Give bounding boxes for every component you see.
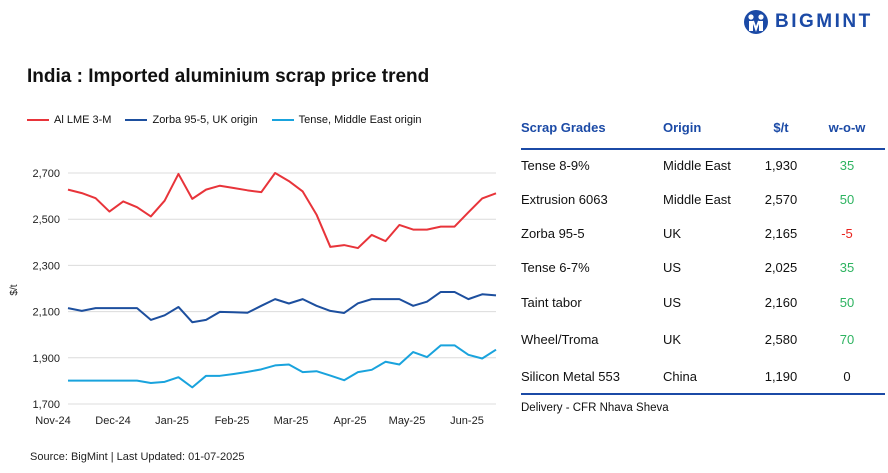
- header-wow: w-o-w: [828, 120, 866, 135]
- x-tick-label: May-25: [389, 415, 426, 427]
- y-tick-label: 1,700: [32, 399, 60, 411]
- y-tick-label: 2,100: [32, 307, 60, 319]
- legend-swatch: [271, 119, 294, 121]
- wow-cell: -5: [841, 226, 853, 241]
- grade-cell: Zorba 95-5: [521, 226, 585, 241]
- line-chart: 1,700 1,900 2,100 2,300 2,500 2,700 $/t Nov-24 D…: [9, 168, 497, 427]
- legend-label: Zorba 95-5, UK origin: [152, 114, 258, 126]
- bigmint-logo: BIGMINT: [743, 9, 873, 35]
- price-cell: 2,570: [764, 192, 798, 207]
- x-tick-label: Dec-24: [95, 415, 130, 427]
- legend-item: Zorba 95-5, UK origin: [125, 114, 258, 126]
- table-row: Tense 8-9% Middle East 1,930 35: [521, 158, 885, 178]
- x-tick-label: Mar-25: [274, 415, 309, 427]
- header-price: $/t: [773, 120, 789, 135]
- y-tick-label: 1,900: [32, 353, 60, 365]
- origin-cell: Middle East: [663, 192, 731, 207]
- y-tick-label: 2,500: [32, 214, 60, 226]
- legend-swatch: [27, 119, 49, 121]
- grade-cell: Tense 8-9%: [521, 158, 590, 173]
- table-header: Scrap Grades Origin $/t w-o-w: [521, 120, 885, 140]
- grade-cell: Tense 6-7%: [521, 260, 590, 275]
- x-tick-label: Apr-25: [333, 415, 366, 427]
- y-tick-label: 2,300: [32, 260, 60, 272]
- page-title: India : Imported aluminium scrap price t…: [27, 66, 430, 87]
- header-grade: Scrap Grades: [521, 120, 606, 135]
- table-row: Wheel/Troma UK 2,580 70: [521, 332, 885, 352]
- price-cell: 2,025: [764, 260, 798, 275]
- grade-cell: Wheel/Troma: [521, 332, 599, 347]
- x-tick-label: Feb-25: [215, 415, 250, 427]
- brand-name: BIGMINT: [775, 11, 873, 32]
- origin-cell: US: [663, 260, 682, 275]
- wow-cell: 35: [839, 260, 855, 275]
- legend-item: Tense, Middle East origin: [271, 114, 422, 126]
- wow-cell: 35: [839, 158, 855, 173]
- table-row: Taint tabor US 2,160 50: [521, 295, 885, 315]
- wow-cell: 70: [839, 332, 855, 347]
- grade-cell: Extrusion 6063: [521, 192, 608, 207]
- price-cell: 2,165: [764, 226, 798, 241]
- origin-cell: China: [663, 369, 697, 384]
- header-divider: [521, 148, 885, 150]
- footer-divider: [521, 393, 885, 395]
- x-tick-label: Nov-24: [35, 415, 70, 427]
- x-tick-label: Jan-25: [155, 415, 189, 427]
- x-tick-label: Jun-25: [450, 415, 484, 427]
- price-cell: 1,930: [764, 158, 798, 173]
- series-line-1: [67, 290, 497, 324]
- y-tick-label: 2,700: [32, 168, 60, 180]
- grade-cell: Taint tabor: [521, 295, 582, 310]
- price-cell: 2,580: [764, 332, 798, 347]
- table-row: Extrusion 6063 Middle East 2,570 50: [521, 192, 885, 212]
- legend-label: Al LME 3-M: [54, 114, 112, 126]
- grade-cell: Silicon Metal 553: [521, 369, 620, 384]
- price-cell: 2,160: [764, 295, 798, 310]
- legend-item: Al LME 3-M: [27, 114, 111, 126]
- origin-cell: UK: [663, 332, 682, 347]
- price-cell: 1,190: [764, 369, 798, 384]
- header-origin: Origin: [663, 120, 702, 135]
- y-axis-label: $/t: [9, 284, 20, 295]
- source-note: Source: BigMint | Last Updated: 01-07-20…: [30, 451, 245, 463]
- wow-cell: 0: [843, 369, 851, 384]
- wow-cell: 50: [839, 192, 855, 207]
- series-line-2: [68, 344, 497, 389]
- bigmint-logo-icon: [744, 10, 768, 34]
- chart-legend: Al LME 3-M Zorba 95-5, UK origin Tense, …: [27, 114, 422, 126]
- origin-cell: US: [663, 295, 682, 310]
- delivery-note: Delivery - CFR Nhava Sheva: [521, 402, 669, 414]
- legend-label: Tense, Middle East origin: [298, 114, 422, 126]
- table-row: Zorba 95-5 UK 2,165 -5: [521, 226, 885, 246]
- table-row: Silicon Metal 553 China 1,190 0: [521, 369, 885, 389]
- legend-swatch: [125, 119, 148, 121]
- wow-cell: 50: [839, 295, 855, 310]
- table-row: Tense 6-7% US 2,025 35: [521, 260, 885, 280]
- series-line-0: [67, 172, 497, 250]
- origin-cell: Middle East: [663, 158, 731, 173]
- origin-cell: UK: [663, 226, 682, 241]
